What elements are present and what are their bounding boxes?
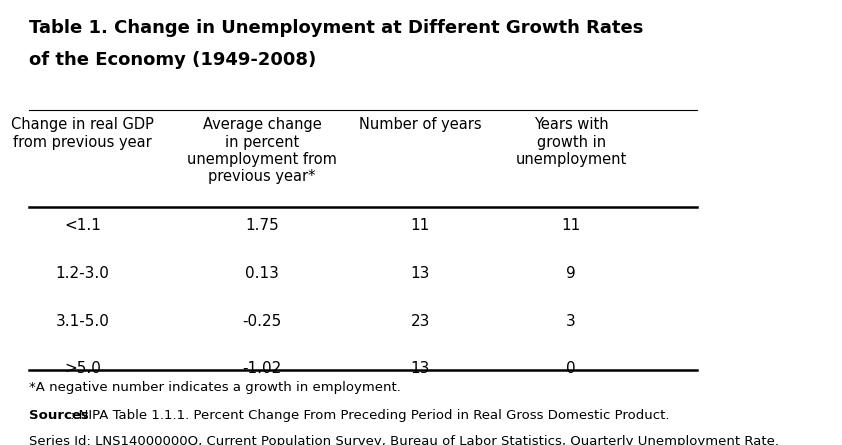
Text: 3: 3 xyxy=(567,314,576,329)
Text: >5.0: >5.0 xyxy=(64,360,101,376)
Text: Change in real GDP
from previous year: Change in real GDP from previous year xyxy=(11,117,154,150)
Text: 23: 23 xyxy=(411,314,430,329)
Text: of the Economy (1949-2008): of the Economy (1949-2008) xyxy=(29,52,316,69)
Text: 0: 0 xyxy=(567,360,576,376)
Text: 11: 11 xyxy=(562,218,581,233)
Text: *A negative number indicates a growth in employment.: *A negative number indicates a growth in… xyxy=(29,380,401,394)
Text: -0.25: -0.25 xyxy=(242,314,282,329)
Text: 11: 11 xyxy=(411,218,430,233)
Text: Average change
in percent
unemployment from
previous year*: Average change in percent unemployment f… xyxy=(187,117,337,184)
Text: Number of years: Number of years xyxy=(359,117,482,132)
Text: Sources: Sources xyxy=(29,409,88,422)
Text: <1.1: <1.1 xyxy=(64,218,101,233)
Text: 1.2-3.0: 1.2-3.0 xyxy=(56,266,109,281)
Text: 3.1-5.0: 3.1-5.0 xyxy=(56,314,109,329)
Text: 1.75: 1.75 xyxy=(245,218,279,233)
Text: Years with
growth in
unemployment: Years with growth in unemployment xyxy=(515,117,626,167)
Text: Table 1. Change in Unemployment at Different Growth Rates: Table 1. Change in Unemployment at Diffe… xyxy=(29,19,643,37)
Text: : NIPA Table 1.1.1. Percent Change From Preceding Period in Real Gross Domestic : : NIPA Table 1.1.1. Percent Change From … xyxy=(71,409,670,422)
Text: 9: 9 xyxy=(567,266,576,281)
Text: 13: 13 xyxy=(411,266,430,281)
Text: Series Id: LNS14000000Q, Current Population Survey, Bureau of Labor Statistics, : Series Id: LNS14000000Q, Current Populat… xyxy=(29,435,779,445)
Text: -1.02: -1.02 xyxy=(242,360,282,376)
Text: 0.13: 0.13 xyxy=(245,266,280,281)
Text: 13: 13 xyxy=(411,360,430,376)
